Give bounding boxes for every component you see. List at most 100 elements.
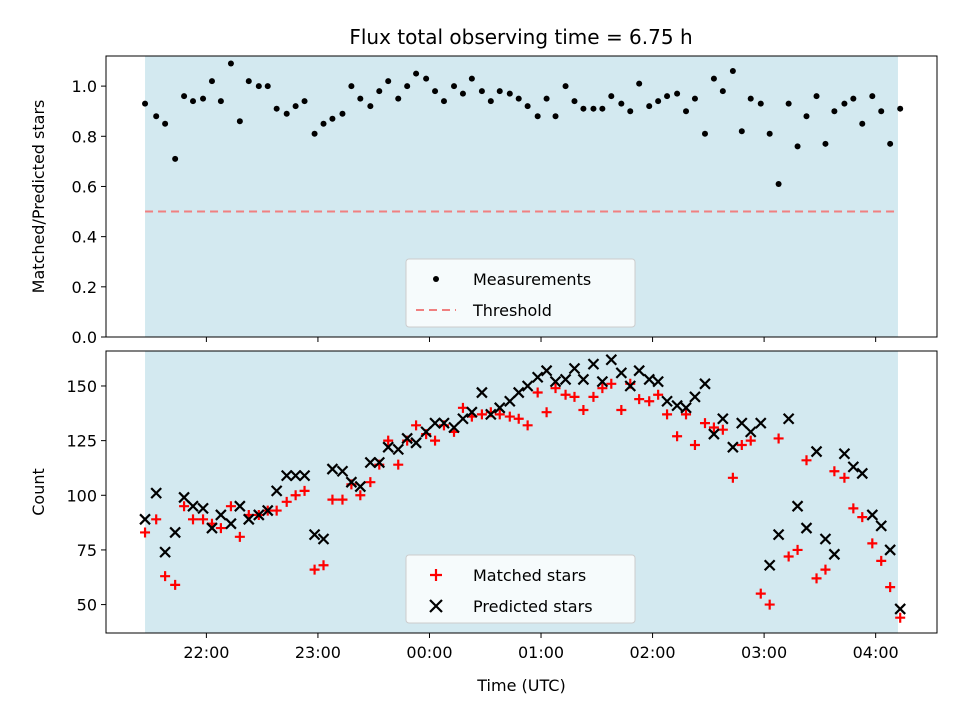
measurement-point bbox=[172, 155, 179, 162]
measurement-point bbox=[357, 95, 364, 102]
measurement-point bbox=[664, 93, 671, 100]
predicted-star-point bbox=[727, 441, 739, 453]
measurement-point bbox=[524, 103, 531, 110]
predicted-star-point bbox=[791, 500, 804, 512]
measurement-point bbox=[217, 98, 224, 105]
count-y-axis-title: Count bbox=[29, 468, 48, 516]
matched-star-point bbox=[494, 409, 505, 420]
measurement-point bbox=[878, 108, 885, 115]
y-tick-label: 0.6 bbox=[72, 177, 97, 196]
matched-star-point bbox=[689, 440, 700, 450]
matched-star-point bbox=[606, 378, 617, 389]
matched-star-point bbox=[839, 472, 850, 483]
predicted-star-point bbox=[680, 402, 692, 414]
measurement-point bbox=[478, 88, 485, 95]
predicted-star-point bbox=[493, 402, 506, 414]
matched-star-point bbox=[365, 477, 376, 488]
measurement-point bbox=[506, 90, 513, 97]
measurement-point bbox=[719, 88, 726, 95]
measurement-point bbox=[385, 78, 392, 85]
measurement-point bbox=[831, 108, 838, 115]
predicted-star-point bbox=[420, 426, 432, 438]
matched-star-point bbox=[736, 440, 747, 450]
measurement-point bbox=[822, 140, 829, 147]
measurement-point bbox=[552, 113, 559, 120]
measurement-point bbox=[451, 83, 458, 90]
legend-measurement-marker bbox=[433, 276, 439, 282]
predicted-star-point bbox=[633, 364, 645, 377]
measurement-point bbox=[691, 95, 698, 102]
measurement-point bbox=[897, 105, 904, 112]
matched-star-point bbox=[653, 389, 664, 400]
measurement-point bbox=[423, 75, 430, 82]
measurement-point bbox=[181, 93, 188, 100]
matched-star-point bbox=[299, 485, 310, 496]
measurement-point bbox=[859, 120, 866, 127]
predicted-star-point bbox=[661, 395, 673, 408]
matched-star-point bbox=[281, 496, 292, 507]
matched-star-point bbox=[541, 407, 552, 418]
legend-label: Threshold bbox=[472, 301, 552, 320]
predicted-star-point bbox=[568, 362, 581, 375]
matched-star-point bbox=[885, 582, 896, 593]
measurement-point bbox=[534, 113, 541, 120]
x-tick-label: 00:00 bbox=[406, 643, 452, 662]
matched-star-point bbox=[140, 527, 151, 538]
matched-star-point bbox=[151, 514, 162, 525]
matched-star-point bbox=[393, 459, 404, 470]
predicted-star-point bbox=[838, 447, 851, 460]
predicted-star-point bbox=[169, 526, 181, 539]
predicted-star-point bbox=[215, 509, 227, 521]
matched-star-point bbox=[522, 420, 533, 431]
matched-star-point bbox=[634, 394, 645, 405]
measurement-point bbox=[395, 95, 402, 102]
measurement-point bbox=[496, 88, 503, 95]
matched-star-point bbox=[857, 512, 868, 523]
matched-star-point bbox=[829, 466, 840, 477]
predicted-star-point bbox=[782, 412, 795, 425]
matched-star-point bbox=[699, 418, 710, 429]
measurement-point bbox=[320, 120, 327, 127]
predicted-star-point bbox=[289, 469, 302, 482]
measurement-point bbox=[236, 118, 243, 125]
predicted-star-point bbox=[159, 546, 171, 558]
matched-star-point bbox=[411, 420, 422, 431]
matched-star-point bbox=[867, 538, 878, 549]
matched-star-point bbox=[578, 405, 589, 416]
measurement-point bbox=[580, 105, 587, 112]
predicted-star-point bbox=[708, 428, 720, 440]
measurement-point bbox=[162, 120, 169, 127]
matched-star-point bbox=[215, 523, 226, 534]
measurement-point bbox=[413, 70, 420, 77]
measurement-point bbox=[264, 83, 271, 90]
predicted-star-point bbox=[504, 395, 516, 408]
legend-label: Measurements bbox=[473, 270, 591, 289]
measurement-point bbox=[599, 105, 606, 112]
predicted-star-point bbox=[605, 353, 618, 366]
measurement-point bbox=[775, 180, 782, 187]
measurement-point bbox=[618, 100, 625, 107]
measurement-point bbox=[701, 130, 708, 137]
matched-star-point bbox=[179, 501, 190, 512]
matched-star-point bbox=[550, 383, 561, 394]
predicted-star-point bbox=[197, 502, 209, 515]
predicted-star-point bbox=[476, 386, 488, 399]
matched-star-point bbox=[755, 588, 766, 599]
measurement-point bbox=[887, 140, 894, 147]
matched-star-point bbox=[532, 387, 543, 398]
legend-label: Matched stars bbox=[473, 566, 586, 585]
measurement-point bbox=[283, 110, 290, 117]
matched-star-point bbox=[234, 531, 245, 542]
count-axes-frame bbox=[105, 350, 938, 634]
matched-star-point bbox=[198, 514, 209, 525]
measurement-point bbox=[747, 95, 754, 102]
predicted-star-point bbox=[772, 528, 785, 541]
predicted-star-point bbox=[671, 399, 683, 412]
predicted-star-point bbox=[178, 491, 190, 504]
predicted-star-point bbox=[150, 487, 162, 499]
x-tick-label: 02:00 bbox=[630, 643, 676, 662]
measurement-point bbox=[766, 130, 773, 137]
predicted-star-point bbox=[717, 412, 729, 425]
predicted-star-point bbox=[819, 533, 832, 545]
